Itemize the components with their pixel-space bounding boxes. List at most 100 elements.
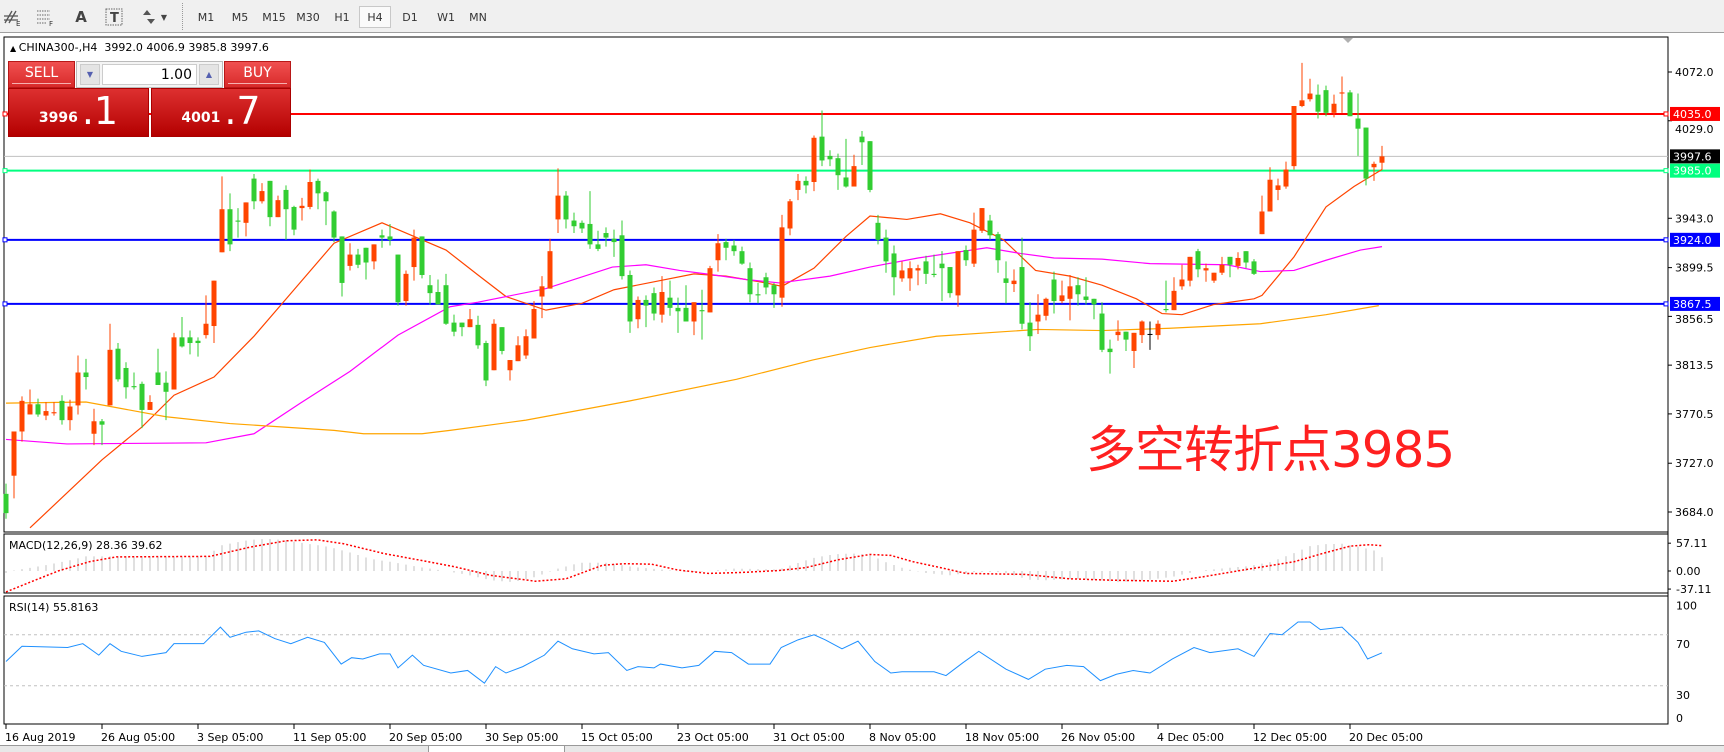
sell-button[interactable]: SELL [8, 61, 75, 88]
level-handle-left [2, 111, 8, 117]
chart-toolbar: E F A T ▼ M1 M5 M15 M30 H1 H4 D1 W1 MN [0, 0, 1724, 33]
candle-body [987, 220, 993, 236]
chart-tab-active[interactable] [428, 746, 565, 752]
candle-body [971, 229, 977, 264]
candle [683, 285, 689, 322]
candle-body [51, 412, 57, 414]
candle-body [1179, 279, 1185, 287]
time-tick-label: 12 Dec 05:00 [1253, 731, 1327, 744]
timeframe-mn[interactable]: MN [469, 10, 487, 24]
candle [947, 267, 953, 298]
candle [475, 315, 481, 349]
macd-tick-label: 57.11 [1676, 537, 1708, 550]
candle [915, 264, 921, 286]
candle-body [1059, 295, 1065, 302]
lot-increase-button[interactable]: ▲ [199, 64, 219, 85]
level-label: 3867.5 [1673, 298, 1712, 311]
candle [35, 398, 41, 417]
time-tick-label: 20 Dec 05:00 [1349, 731, 1423, 744]
lot-size-input[interactable] [102, 64, 197, 85]
fibonacci-expansion-icon[interactable]: E [2, 6, 24, 28]
timeframe-m5[interactable]: M5 [231, 10, 249, 24]
candle [91, 408, 97, 446]
buy-label: BUY [228, 65, 287, 84]
sell-price-button[interactable]: 3996.1 [8, 88, 149, 137]
timeframe-m30[interactable]: M30 [296, 10, 320, 24]
timeframe-d1[interactable]: D1 [402, 10, 418, 24]
candle [939, 251, 945, 302]
candle-body [179, 337, 185, 347]
candle [851, 154, 857, 187]
level-handle-left [2, 237, 8, 243]
candle [1339, 76, 1345, 113]
timeframe-w1[interactable]: W1 [437, 10, 455, 24]
arrows-icon[interactable] [138, 6, 160, 28]
rsi-line [5, 621, 1383, 684]
candle-body [1139, 321, 1145, 336]
candle-body [235, 220, 241, 222]
candle-body [331, 211, 337, 238]
candle-body [955, 251, 961, 296]
chevron-down-icon[interactable]: ▼ [160, 12, 168, 22]
lot-decrease-button[interactable]: ▼ [80, 64, 100, 85]
candle-body [131, 386, 137, 388]
candle [123, 362, 129, 399]
timeframe-m15[interactable]: M15 [262, 10, 286, 24]
candle [995, 231, 1001, 273]
timeframe-h4[interactable]: H4 [359, 6, 391, 28]
candle [1283, 161, 1289, 189]
candle-body [1115, 331, 1121, 336]
candle-body [59, 400, 65, 421]
candle [211, 280, 217, 344]
candle-body [1163, 309, 1169, 311]
macd-tick-label: 0.00 [1676, 565, 1701, 578]
time-tick-label: 18 Nov 05:00 [965, 731, 1039, 744]
candle [1179, 264, 1185, 290]
candle-body [571, 220, 577, 227]
candle-body [691, 302, 697, 322]
candle [339, 236, 345, 297]
candle [819, 110, 825, 167]
candle [571, 212, 577, 234]
rsi-tick-label: 70 [1676, 638, 1690, 651]
buy-button[interactable]: BUY [224, 61, 291, 88]
candle-body [203, 323, 209, 336]
candle [115, 343, 121, 382]
timeframe-h1[interactable]: H1 [334, 10, 350, 24]
candle [83, 358, 89, 390]
candle-body [283, 189, 289, 210]
candle-body [771, 285, 777, 295]
candle [267, 180, 273, 227]
text-label-icon[interactable]: T [103, 6, 125, 28]
candle [611, 229, 617, 257]
candle [323, 191, 329, 226]
candle-body [491, 323, 497, 371]
candle [451, 314, 457, 337]
time-tick-label: 30 Sep 05:00 [485, 731, 558, 744]
candle [579, 220, 585, 234]
candle-body [427, 285, 433, 294]
candle-body [1299, 100, 1305, 107]
fibonacci-retracement-icon[interactable]: F [34, 6, 56, 28]
candle-body [435, 291, 441, 305]
candle-body [1235, 257, 1241, 266]
candle-body [531, 309, 537, 339]
collapse-triangle-icon[interactable]: ▲ [10, 44, 19, 53]
text-icon[interactable]: A [75, 8, 87, 26]
buy-price-button[interactable]: 4001.7 [151, 88, 291, 137]
candle-body [939, 263, 945, 269]
candle-body [619, 235, 625, 277]
price-tick-label: 4072.0 [1675, 66, 1714, 79]
candle [1195, 248, 1201, 278]
candle [1123, 331, 1129, 351]
candle-body [3, 493, 9, 514]
candle [3, 483, 9, 519]
candle-body [555, 195, 561, 220]
candle [595, 230, 601, 252]
candle [971, 212, 977, 268]
candle-body [1323, 90, 1329, 113]
candle [1235, 252, 1241, 270]
timeframe-m1[interactable]: M1 [197, 10, 215, 24]
candle-body [579, 222, 585, 229]
